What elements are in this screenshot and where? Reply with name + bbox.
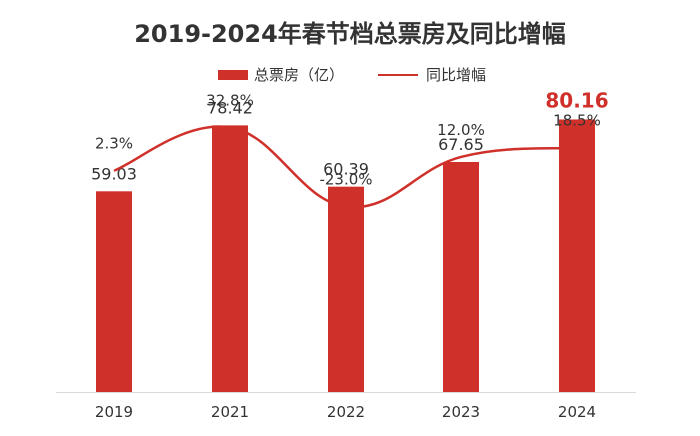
chart-title: 2019-2024年春节档总票房及同比增幅 [134, 20, 566, 48]
bar-2024 [559, 119, 595, 393]
x-tick-label-2019: 2019 [95, 403, 133, 421]
x-tick-label-2022: 2022 [327, 403, 365, 421]
legend-item-line: 同比增幅 [378, 64, 486, 85]
growth-line [113, 125, 578, 209]
growth-label-2024: 18.5% [553, 112, 601, 130]
legend-item-bar: 总票房（亿） [218, 64, 344, 85]
legend-bar-swatch-icon [218, 69, 248, 80]
bar-2022 [328, 186, 364, 392]
bar-value-label-2023: 67.65 [438, 135, 484, 154]
bar-value-label-2022: 60.39 [323, 160, 369, 179]
x-tick-label-2024: 2024 [558, 403, 596, 421]
growth-label-2019: 2.3% [95, 135, 133, 153]
bar-value-label-2019: 59.03 [91, 164, 137, 183]
legend-label-line: 同比增幅 [426, 66, 487, 84]
bar-2019 [96, 191, 132, 392]
x-tick-label-2021: 2021 [211, 403, 249, 421]
bar-value-label-2021: 78.42 [207, 98, 253, 117]
legend-label-bar: 总票房（亿） [254, 66, 345, 84]
growth-label-2023: 12.0% [437, 121, 485, 139]
growth-label-2021: 32.8% [206, 91, 254, 109]
legend-line-swatch-icon [378, 73, 418, 76]
growth-label-2022: -23.0% [319, 171, 372, 189]
bar-2023 [443, 161, 479, 392]
legend: 总票房（亿） 同比增幅 [0, 64, 700, 86]
bar-2021 [212, 125, 248, 392]
bar-value-label-2024: 80.16 [545, 88, 608, 112]
x-tick-label-2023: 2023 [442, 403, 480, 421]
